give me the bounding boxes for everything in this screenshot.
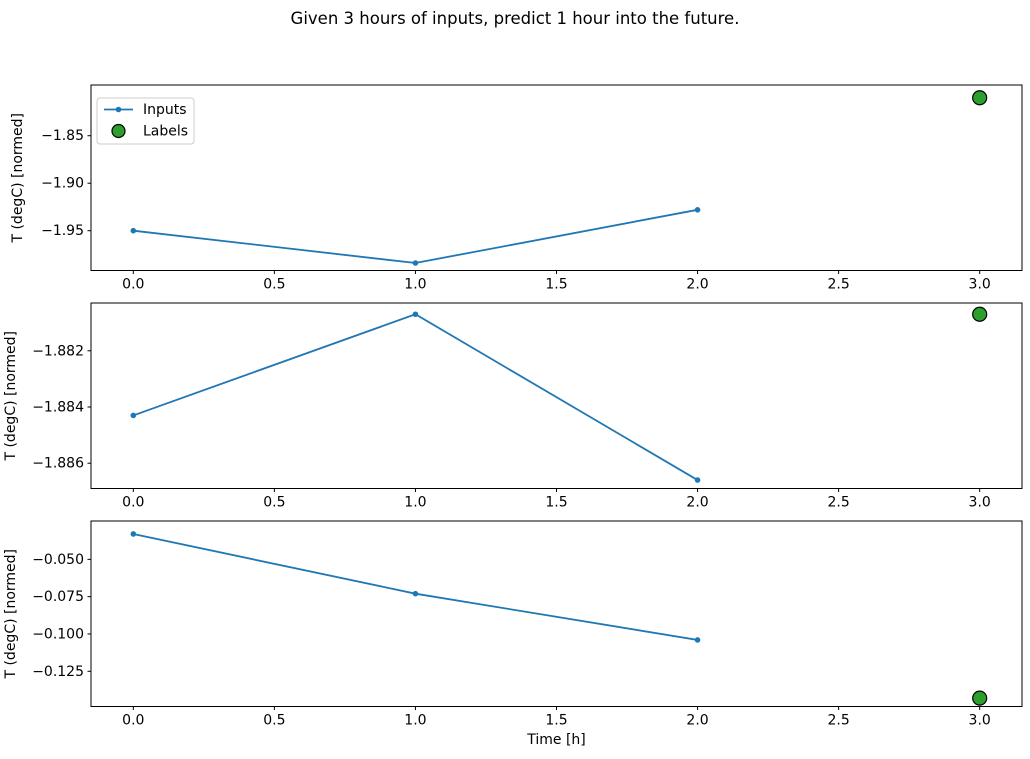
y-axis-label: T (degC) [normed] (10, 113, 26, 244)
x-tick-label: 0.0 (122, 277, 144, 293)
inputs-marker (130, 227, 137, 234)
y-axis-label: T (degC) [normed] (3, 331, 19, 462)
y-tick-label: −1.85 (41, 128, 84, 144)
x-tick-label: 2.0 (686, 277, 708, 293)
y-tick-label: −1.95 (41, 223, 84, 239)
x-tick-label: 1.5 (545, 495, 567, 511)
inputs-marker (412, 590, 419, 597)
x-tick-label: 1.0 (404, 277, 426, 293)
y-tick-label: −1.882 (32, 343, 84, 359)
x-tick-label: 0.0 (122, 495, 144, 511)
legend: Inputs Labels (96, 97, 195, 145)
x-tick-label: 3.0 (969, 495, 991, 511)
x-tick-label: 3.0 (969, 277, 991, 293)
chart-title: Given 3 hours of inputs, predict 1 hour … (290, 9, 740, 28)
x-tick-label: 2.5 (827, 277, 849, 293)
y-tick-label: −1.886 (32, 456, 84, 472)
x-tick-label: 2.5 (827, 713, 849, 729)
x-tick-label: 0.0 (122, 713, 144, 729)
x-tick-label: 0.5 (263, 277, 285, 293)
inputs-marker (130, 412, 137, 419)
x-tick-label: 3.0 (969, 713, 991, 729)
inputs-line (133, 313, 699, 481)
inputs-marker (694, 637, 701, 643)
y-tick-label: −0.075 (32, 589, 84, 605)
legend-inputs-marker (115, 106, 122, 113)
y-axis-label: T (degC) [normed] (3, 549, 19, 680)
subplot-1: −1.85 −1.90 −1.95 0.0 0.5 1.0 1.5 2.0 2.5 3.0 T (d… (10, 84, 1023, 293)
y-tick-label: −1.884 (32, 399, 84, 415)
inputs-line (133, 208, 698, 264)
y-tick-label: −0.050 (32, 552, 84, 568)
legend-labels-marker (111, 123, 126, 139)
x-axis-label: Time [h] (526, 732, 586, 748)
inputs-marker (412, 260, 419, 266)
x-tick-label: 1.5 (545, 713, 567, 729)
inputs-line (133, 533, 698, 641)
y-tick-label: −1.90 (41, 176, 84, 192)
labels-point (972, 306, 988, 322)
subplot-2: −1.882 −1.884 −1.886 0.0 0.5 1.0 1.5 2.0 2.5 3.0 T… (3, 302, 1023, 511)
axes-border (90, 302, 1023, 489)
x-tick-label: 0.5 (263, 495, 285, 511)
x-tick-label: 1.5 (545, 277, 567, 293)
subplot-3: −0.050 −0.075 −0.100 −0.125 0.0 0.5 1.0 1.5 2.0 2… (3, 520, 1023, 729)
x-tick-label: 2.5 (827, 495, 849, 511)
x-tick-label: 2.0 (686, 713, 708, 729)
inputs-marker (694, 477, 701, 483)
x-tick-label: 1.0 (404, 713, 426, 729)
y-tick-label: −0.100 (32, 626, 84, 642)
labels-point (972, 90, 988, 106)
legend-labels-label: Labels (143, 124, 188, 140)
x-tick-label: 0.5 (263, 713, 285, 729)
inputs-marker (694, 207, 701, 213)
x-tick-label: 1.0 (404, 495, 426, 511)
legend-inputs-label: Inputs (143, 102, 187, 118)
x-tick-label: 2.0 (686, 495, 708, 511)
inputs-marker (412, 311, 419, 318)
axes-border (90, 520, 1023, 707)
labels-point (972, 690, 988, 706)
y-tick-label: −0.125 (32, 664, 84, 680)
inputs-marker (130, 531, 137, 537)
